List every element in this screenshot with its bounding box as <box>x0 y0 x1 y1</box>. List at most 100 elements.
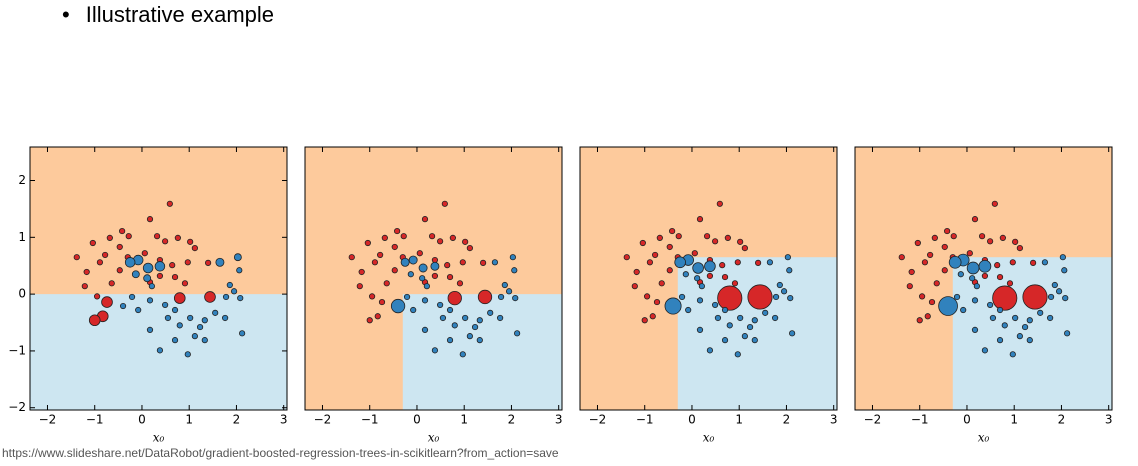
point <box>623 254 630 261</box>
point <box>658 280 665 287</box>
decision-region <box>402 294 562 410</box>
point <box>1059 254 1066 261</box>
point <box>233 253 242 262</box>
point <box>390 298 406 314</box>
point <box>978 259 992 273</box>
point <box>191 245 198 252</box>
panel: −2 −1 0 1 2 3 −2 −1 0 1 2 x₀ <box>8 146 288 445</box>
point <box>746 323 754 331</box>
point <box>721 273 729 281</box>
point <box>358 268 365 276</box>
point <box>169 262 176 269</box>
point <box>421 216 429 223</box>
point <box>1061 267 1068 274</box>
point <box>176 322 183 329</box>
point <box>1051 281 1058 289</box>
point <box>978 233 986 240</box>
point <box>652 251 659 259</box>
point <box>706 272 714 280</box>
point <box>181 280 189 287</box>
point <box>377 251 384 259</box>
point <box>721 337 729 344</box>
point <box>116 267 123 274</box>
point <box>226 281 233 289</box>
x-axis-label: x₀ <box>978 431 990 445</box>
point <box>724 234 731 241</box>
point <box>437 301 444 309</box>
point <box>148 283 155 290</box>
decision-region <box>677 257 837 410</box>
point <box>378 298 386 306</box>
point <box>996 306 1004 314</box>
point <box>950 233 957 240</box>
point <box>933 280 940 287</box>
point <box>102 251 109 259</box>
point <box>374 313 381 320</box>
point <box>921 259 929 266</box>
point <box>196 323 204 331</box>
point <box>924 313 931 320</box>
point <box>712 238 719 245</box>
point <box>1064 330 1071 337</box>
point <box>383 280 390 287</box>
point <box>633 268 640 276</box>
point <box>737 314 744 322</box>
point <box>128 293 136 301</box>
point <box>156 272 164 280</box>
point <box>462 238 469 245</box>
point <box>174 234 181 241</box>
point <box>971 326 979 334</box>
plot-area <box>580 147 837 410</box>
y-tick-label: −2 <box>8 400 26 414</box>
point <box>704 260 716 273</box>
point <box>101 296 113 308</box>
point <box>184 259 191 266</box>
point <box>631 283 638 290</box>
point <box>1037 309 1044 316</box>
x-tick-label: 1 <box>185 413 193 427</box>
point <box>969 275 976 282</box>
point <box>153 233 161 240</box>
point <box>201 317 208 324</box>
point <box>451 322 458 329</box>
point <box>971 297 979 304</box>
point <box>944 227 951 235</box>
point <box>511 267 518 274</box>
point <box>643 293 651 300</box>
x-tick-label: 0 <box>963 413 971 427</box>
point <box>731 280 739 287</box>
point <box>368 293 376 300</box>
axes-frame <box>579 146 838 411</box>
point <box>678 293 686 301</box>
axes-frame <box>854 146 1113 411</box>
x-tick-label: 0 <box>138 413 146 427</box>
x-tick-label: 0 <box>413 413 421 427</box>
point <box>135 306 142 314</box>
x-tick-label: −1 <box>636 413 654 427</box>
point <box>1026 337 1033 344</box>
point <box>166 200 173 207</box>
point <box>669 227 676 235</box>
point <box>391 267 398 274</box>
point <box>456 280 464 287</box>
x-tick-label: −2 <box>589 413 607 427</box>
point <box>776 281 783 289</box>
point <box>1016 245 1023 252</box>
point <box>1006 280 1014 287</box>
point <box>914 239 921 247</box>
point <box>449 234 456 241</box>
point <box>501 281 508 289</box>
point <box>431 272 439 280</box>
point <box>430 261 440 271</box>
point <box>703 233 711 240</box>
point <box>1022 284 1048 310</box>
x-tick-label: −2 <box>39 413 57 427</box>
point <box>994 262 1001 269</box>
point <box>505 288 513 295</box>
point <box>987 238 994 245</box>
point <box>755 259 762 266</box>
point <box>1041 259 1049 266</box>
x-tick-label: 0 <box>688 413 696 427</box>
point <box>928 298 936 306</box>
point <box>476 317 483 324</box>
